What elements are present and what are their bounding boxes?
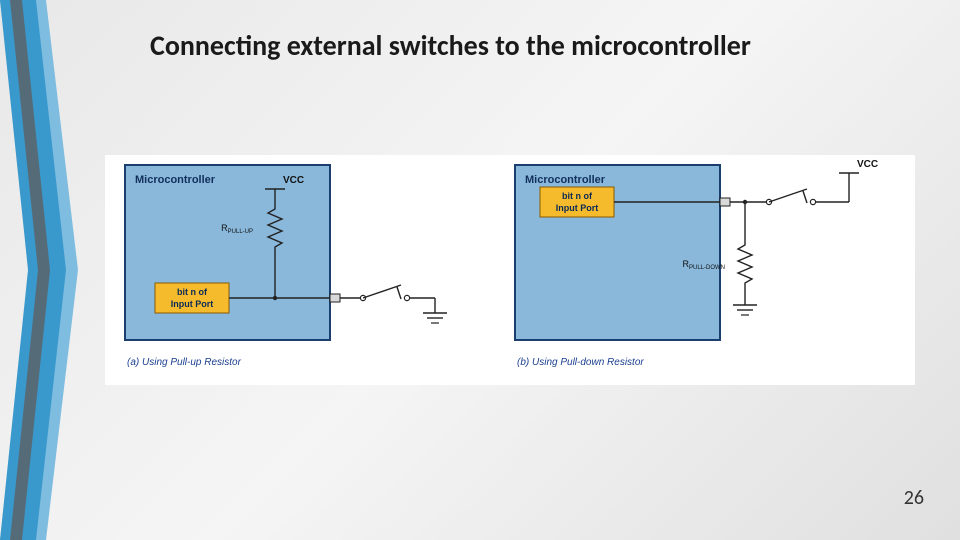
port-label-b-line1: bit n of	[562, 191, 593, 201]
switch-a-stop	[397, 287, 401, 299]
vcc-label-a: VCC	[283, 175, 304, 186]
switch-a-term2	[404, 295, 409, 300]
slide-title: Connecting external switches to the micr…	[150, 28, 920, 63]
mcu-label-a: Microcontroller	[135, 174, 216, 186]
panel-b-pulldown: Microcontroller bit n of Input Port RPUL…	[515, 159, 878, 368]
figure-container: Microcontroller bit n of Input Port VCC …	[105, 155, 915, 385]
vcc-label-b: VCC	[857, 159, 878, 170]
port-label-a-line1: bit n of	[177, 287, 208, 297]
page-number: 26	[904, 486, 924, 510]
port-label-a-line2: Input Port	[171, 299, 214, 309]
pin-a	[330, 294, 340, 302]
pin-b	[720, 198, 730, 206]
mcu-label-b: Microcontroller	[525, 174, 606, 186]
slide-chevron-decoration	[0, 0, 90, 540]
switch-a-arm	[363, 285, 401, 298]
switch-b-arm	[769, 189, 807, 202]
mcu-box-a	[125, 165, 330, 340]
caption-a: (a) Using Pull-up Resistor	[127, 357, 242, 368]
switch-b-stop	[803, 191, 807, 203]
circuit-diagram: Microcontroller bit n of Input Port VCC …	[105, 155, 915, 385]
resistor-b	[738, 239, 752, 289]
port-label-b-line2: Input Port	[556, 203, 599, 213]
switch-b-term2	[810, 199, 815, 204]
panel-a-pullup: Microcontroller bit n of Input Port VCC …	[125, 165, 447, 368]
caption-b: (b) Using Pull-down Resistor	[517, 357, 644, 368]
